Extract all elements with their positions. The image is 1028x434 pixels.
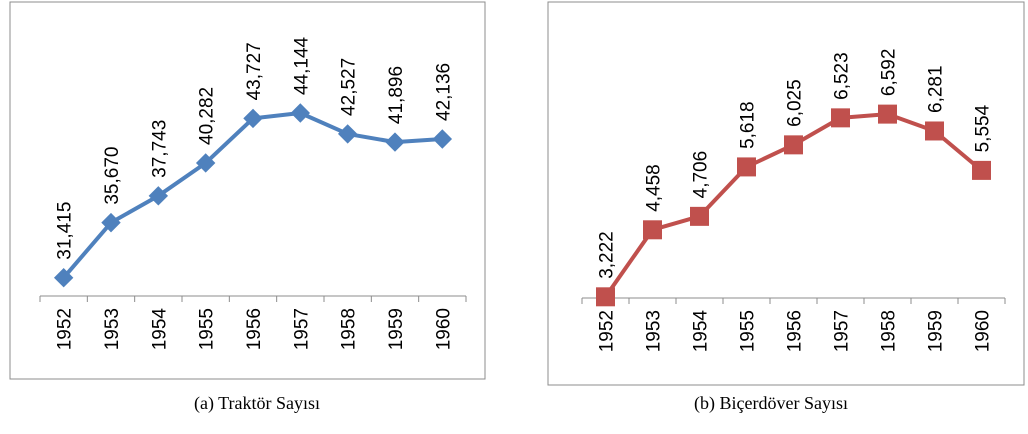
x-tick-label: 1953 [644, 310, 665, 352]
data-point-marker [737, 157, 756, 177]
data-label: 41,896 [386, 66, 407, 124]
data-point-marker [784, 135, 803, 155]
data-point-marker [925, 121, 944, 141]
data-label: 3,222 [597, 231, 618, 279]
x-tick-label: 1960 [433, 308, 454, 350]
data-point-marker [596, 287, 615, 307]
x-tick-label: 1954 [149, 308, 170, 351]
data-label: 44,144 [291, 36, 312, 95]
x-tick-label: 1959 [386, 308, 407, 350]
x-tick-label: 1957 [291, 308, 312, 350]
data-point-marker [148, 186, 169, 206]
caption-traktor: (a) Traktör Sayısı [194, 393, 320, 413]
x-tick-label: 1953 [102, 308, 123, 350]
data-label: 6,523 [832, 52, 853, 100]
chart-panel-bicerdover: 1952 1953 1954 1955 1956 1957 1958 1959 1960 3,22… [514, 0, 1028, 434]
x-tick-label: 1958 [339, 308, 360, 350]
data-label: 4,706 [691, 151, 712, 199]
data-label: 4,458 [644, 164, 665, 212]
data-point-marker [972, 160, 991, 180]
data-label: 31,415 [55, 202, 76, 260]
data-point-marker [195, 153, 216, 173]
x-tick-label: 1956 [785, 310, 806, 352]
chart-panel-traktor: 1952 1953 1954 1955 1956 1957 1958 1959 1960 31,4… [9, 1, 486, 413]
chart-bicerdover: 1952 1953 1954 1955 1956 1957 1958 1959 1960 3,22… [547, 1, 1025, 386]
data-label: 43,727 [244, 42, 265, 100]
x-tick-label: 1955 [197, 308, 218, 350]
x-tick-label: 1960 [973, 310, 994, 352]
chart-frame [547, 1, 1025, 386]
chart-frame [9, 1, 486, 380]
data-point-marker [643, 220, 662, 240]
x-tick-label: 1956 [244, 308, 265, 350]
data-label: 37,743 [149, 120, 170, 178]
x-tick-label: 1952 [597, 310, 618, 352]
data-point-marker [690, 206, 709, 226]
x-tick-label: 1957 [832, 310, 853, 352]
data-label: 6,592 [879, 49, 900, 97]
x-tick-label: 1955 [738, 310, 759, 352]
data-label: 5,618 [738, 101, 759, 149]
data-point-marker [878, 104, 897, 124]
x-tick-label: 1952 [55, 308, 76, 350]
x-tick-label: 1958 [879, 310, 900, 352]
data-label: 6,025 [785, 79, 806, 127]
x-tick-label: 1954 [691, 310, 712, 353]
caption-bicerdover: (b) Biçerdöver Sayısı [694, 393, 848, 413]
chart-traktor: 1952 1953 1954 1955 1956 1957 1958 1959 1960 31,4… [9, 1, 486, 380]
data-point-marker [432, 129, 453, 149]
data-label: 42,527 [339, 58, 360, 116]
data-label: 5,554 [973, 104, 994, 152]
data-point-marker [337, 124, 358, 144]
data-label: 6,281 [926, 65, 947, 113]
data-point-marker [53, 267, 74, 288]
data-point-marker [101, 212, 121, 233]
data-point-marker [385, 132, 405, 152]
data-point-marker [290, 103, 311, 123]
data-label: 35,670 [102, 147, 123, 205]
data-point-marker [243, 108, 263, 129]
data-point-marker [831, 108, 850, 128]
data-label: 40,282 [197, 87, 218, 145]
data-label: 42,136 [433, 63, 454, 121]
x-tick-label: 1959 [926, 310, 947, 352]
